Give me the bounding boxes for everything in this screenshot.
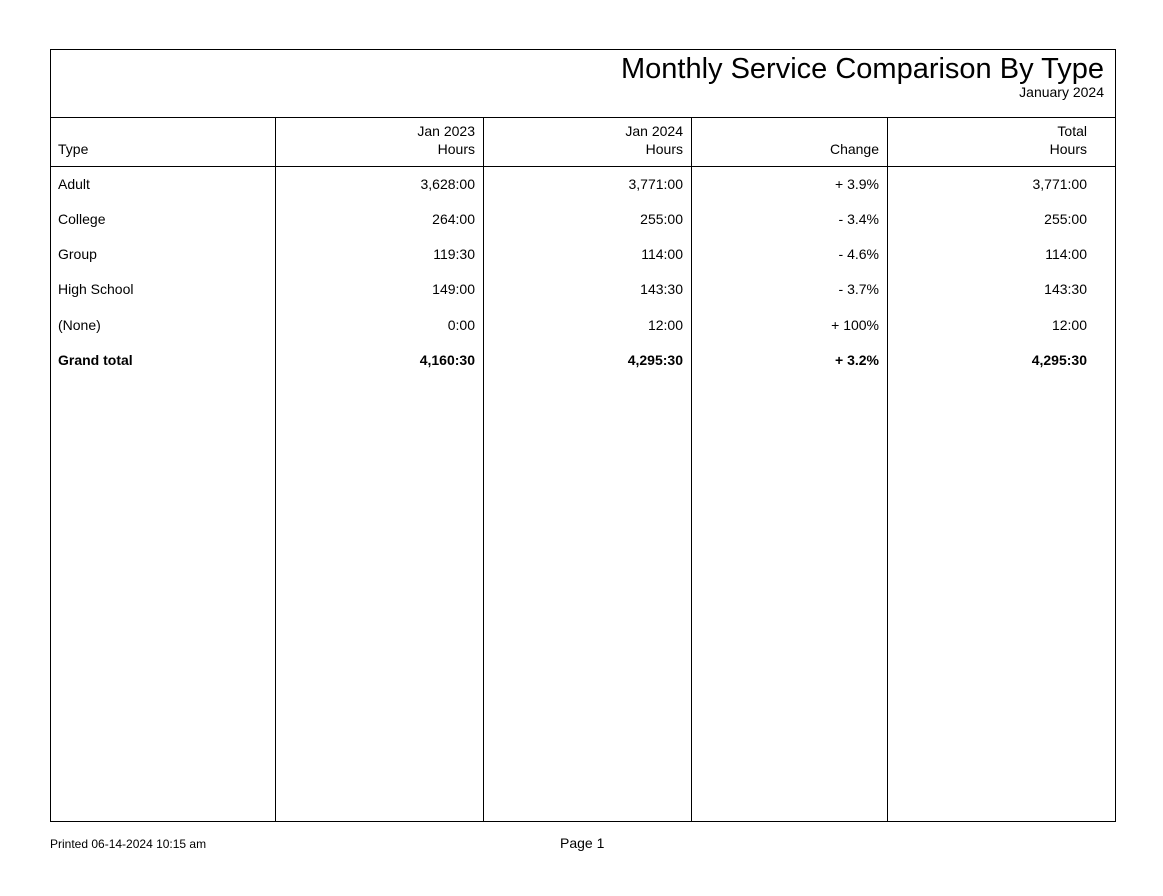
column-divider <box>483 118 484 821</box>
cell-jan2023: 0:00 <box>447 317 475 333</box>
header-type: Type <box>58 141 89 157</box>
cell-change: - 3.7% <box>838 281 879 297</box>
header-total: Total Hours <box>1049 123 1087 157</box>
cell-type: College <box>58 211 106 227</box>
printed-timestamp: Printed 06-14-2024 10:15 am <box>50 837 207 851</box>
cell-type: Adult <box>58 176 90 192</box>
cell-total: 114:00 <box>1045 246 1087 262</box>
cell-jan2024: 114:00 <box>641 246 683 262</box>
cell-jan2024: 255:00 <box>640 211 683 227</box>
page-number: Page 1 <box>560 835 605 851</box>
header-jan2023: Jan 2023 Hours <box>417 123 475 157</box>
column-divider <box>887 118 888 821</box>
cell-jan2023: 149:00 <box>432 281 475 297</box>
cell-jan2023: 119:30 <box>433 246 475 262</box>
report-subtitle: January 2024 <box>1019 84 1104 100</box>
cell-jan2023: 4,160:30 <box>419 352 475 368</box>
cell-change: + 3.9% <box>835 176 879 192</box>
cell-type: Grand total <box>58 352 133 368</box>
report-title: Monthly Service Comparison By Type <box>620 53 1104 85</box>
cell-type: (None) <box>58 317 101 333</box>
cell-change: + 100% <box>831 317 879 333</box>
cell-total: 255:00 <box>1044 211 1087 227</box>
cell-jan2024: 12:00 <box>647 317 683 333</box>
table-row: Adult 3,628:00 3,771:00 + 3.9% 3,771:00 <box>51 167 1115 202</box>
column-divider <box>691 118 692 821</box>
cell-type: Group <box>58 246 97 262</box>
header-change: Change <box>829 141 879 157</box>
cell-total: 143:30 <box>1044 281 1087 297</box>
column-header-row: Type Jan 2023 Hours Jan 2024 Hours Chang… <box>51 118 1115 167</box>
table-row: College 264:00 255:00 - 3.4% 255:00 <box>51 202 1115 237</box>
cell-jan2024: 143:30 <box>640 281 683 297</box>
cell-total: 4,295:30 <box>1031 352 1087 368</box>
report-header: Monthly Service Comparison By Type Janua… <box>51 50 1115 118</box>
table-row: (None) 0:00 12:00 + 100% 12:00 <box>51 308 1115 343</box>
cell-total: 12:00 <box>1051 317 1087 333</box>
cell-change: + 3.2% <box>835 352 879 368</box>
cell-jan2024: 3,771:00 <box>628 176 684 192</box>
cell-jan2023: 264:00 <box>432 211 475 227</box>
cell-jan2024: 4,295:30 <box>627 352 683 368</box>
table-row: High School 149:00 143:30 - 3.7% 143:30 <box>51 272 1115 307</box>
cell-jan2023: 3,628:00 <box>420 176 476 192</box>
grand-total-row: Grand total 4,160:30 4,295:30 + 3.2% 4,2… <box>51 343 1115 378</box>
report-frame: Monthly Service Comparison By Type Janua… <box>50 49 1116 822</box>
header-jan2024: Jan 2024 Hours <box>625 123 683 157</box>
column-divider <box>275 118 276 821</box>
cell-change: - 4.6% <box>838 246 879 262</box>
cell-total: 3,771:00 <box>1032 176 1088 192</box>
table-row: Group 119:30 114:00 - 4.6% 114:00 <box>51 237 1115 272</box>
cell-type: High School <box>58 281 134 297</box>
cell-change: - 3.4% <box>838 211 879 227</box>
